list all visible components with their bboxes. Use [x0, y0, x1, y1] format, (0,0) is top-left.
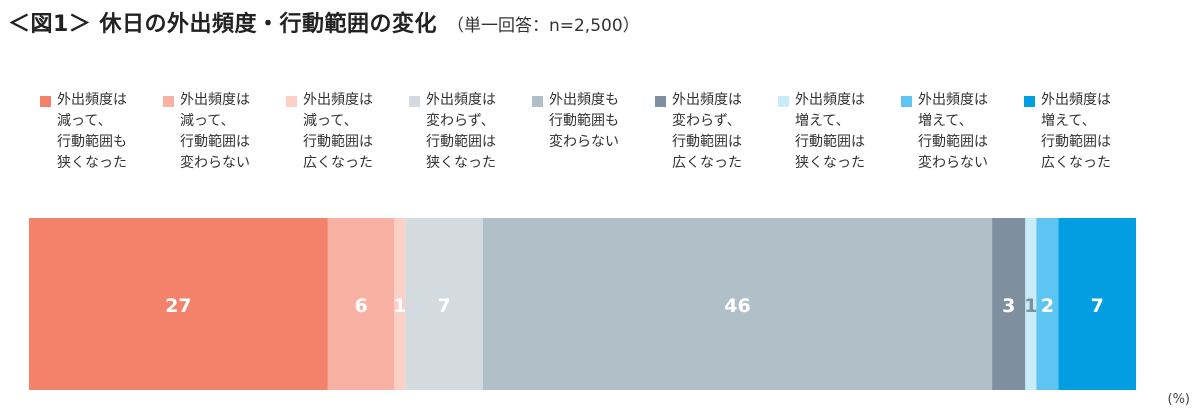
unit-label: (%)	[1167, 392, 1191, 407]
legend-item: 外出頻度は 減って、 行動範囲も 狭くなった	[40, 90, 162, 174]
legend-label: 外出頻度は 変わらず、 行動範囲は 狭くなった	[426, 92, 496, 171]
data-label: 1	[1024, 295, 1037, 317]
legend-label: 外出頻度は 増えて、 行動範囲は 広くなった	[1041, 92, 1111, 171]
bar-segment	[405, 218, 483, 390]
legend-item: 外出頻度は 減って、 行動範囲は 変わらない	[163, 90, 285, 174]
legend-label: 外出頻度も 行動範囲も 変わらない	[549, 92, 619, 150]
legend-item: 外出頻度は 増えて、 行動範囲は 広くなった	[1024, 90, 1146, 174]
legend-swatch	[286, 96, 297, 107]
title-row: ＜図1＞ 休日の外出頻度・行動範囲の変化 （単一回答：n=2,500）	[8, 6, 640, 40]
data-label: 1	[393, 295, 406, 317]
data-label: 3	[1002, 295, 1015, 317]
legend-item: 外出頻度は 増えて、 行動範囲は 変わらない	[901, 90, 1023, 174]
bar-segment	[394, 218, 406, 390]
bar-segment	[1058, 218, 1136, 390]
legend-label: 外出頻度は 増えて、 行動範囲は 狭くなった	[795, 92, 865, 171]
data-label: 7	[1091, 295, 1104, 317]
legend-swatch	[655, 96, 666, 107]
legend-item: 外出頻度は 変わらず、 行動範囲は 狭くなった	[409, 90, 531, 174]
data-label: 2	[1041, 295, 1054, 317]
bar-segment	[1025, 218, 1037, 390]
data-label: 7	[438, 295, 451, 317]
legend-swatch	[532, 96, 543, 107]
bar-segment	[992, 218, 1026, 390]
bar-segment	[327, 218, 395, 390]
legend-swatch	[901, 96, 912, 107]
legend-label: 外出頻度は 減って、 行動範囲も 狭くなった	[57, 92, 127, 171]
bar-segment	[1036, 218, 1059, 390]
legend-swatch	[1024, 96, 1035, 107]
legend-swatch	[40, 96, 51, 107]
legend-swatch	[778, 96, 789, 107]
legend-item: 外出頻度は 変わらず、 行動範囲は 広くなった	[655, 90, 777, 174]
legend-label: 外出頻度は 増えて、 行動範囲は 変わらない	[918, 92, 988, 171]
chart-subtitle: （単一回答：n=2,500）	[446, 16, 640, 36]
legend-item: 外出頻度は 減って、 行動範囲は 広くなった	[286, 90, 408, 174]
bar-segment	[29, 218, 328, 390]
legend-swatch	[409, 96, 420, 107]
stacked-bar-chart: 27 6 1 7 46 3 1 2 7	[0, 210, 1200, 414]
data-label: 46	[724, 295, 750, 317]
chart-title: ＜図1＞ 休日の外出頻度・行動範囲の変化	[8, 12, 437, 37]
bar-segment	[482, 218, 993, 390]
legend-item: 外出頻度は 増えて、 行動範囲は 狭くなった	[778, 90, 900, 174]
legend-label: 外出頻度は 減って、 行動範囲は 変わらない	[180, 92, 250, 171]
chart-svg: 27 6 1 7 46 3 1 2 7	[29, 218, 1136, 390]
legend: 外出頻度は 減って、 行動範囲も 狭くなった 外出頻度は 減って、 行動範囲は 変…	[0, 90, 1200, 190]
legend-label: 外出頻度は 減って、 行動範囲は 広くなった	[303, 92, 373, 171]
legend-label: 外出頻度は 変わらず、 行動範囲は 広くなった	[672, 92, 742, 171]
data-label: 27	[165, 295, 191, 317]
legend-swatch	[163, 96, 174, 107]
data-label: 6	[354, 295, 367, 317]
legend-item: 外出頻度も 行動範囲も 変わらない	[532, 90, 654, 153]
